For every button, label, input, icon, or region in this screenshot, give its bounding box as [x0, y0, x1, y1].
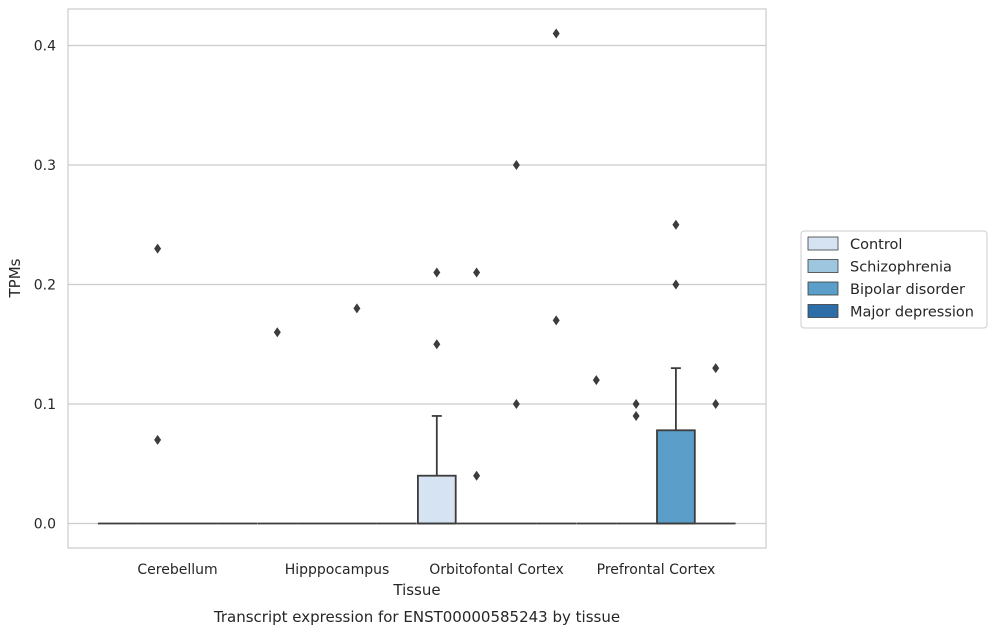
y-tick-label: 0.0: [34, 517, 56, 533]
outlier-point: [154, 434, 162, 445]
outlier-point: [512, 160, 520, 170]
outlier-point: [154, 243, 162, 254]
y-axis-ticks: 0.0 0.1 0.2 0.3 0.4: [34, 39, 56, 533]
box-control: [416, 415, 457, 525]
box-series: [97, 367, 736, 525]
outlier-point: [552, 28, 560, 39]
outlier-point: [712, 399, 720, 409]
outlier-point: [433, 339, 441, 350]
outlier-point: [592, 375, 600, 386]
outlier-point: [473, 470, 481, 481]
outlier-points: [154, 28, 720, 481]
x-axis-ticks: Cerebellum Hipppocampus Orbitofontal Corte…: [137, 562, 715, 578]
outlier-point: [552, 315, 560, 326]
chart-title: Transcript expression for ENST0000058524…: [213, 608, 620, 626]
outlier-point: [353, 303, 361, 314]
y-axis-label: TPMs: [6, 258, 24, 298]
outlier-point: [473, 267, 481, 278]
outlier-point: [672, 219, 680, 230]
legend-label: Bipolar disorder: [850, 282, 965, 298]
legend-swatch: [807, 259, 839, 273]
outlier-point: [433, 267, 441, 278]
legend-label: Major depression: [850, 305, 974, 321]
outlier-point: [512, 399, 520, 409]
legend: Control Schizophrenia Bipolar disorder Majo…: [800, 230, 988, 329]
outlier-point: [632, 399, 640, 409]
legend-label: Schizophrenia: [850, 260, 952, 276]
outlier-point: [273, 327, 281, 338]
x-axis-label: Tissue: [392, 581, 440, 599]
x-tick-label: Prefrontal Cortex: [597, 562, 716, 578]
box-body: [656, 429, 696, 525]
x-tick-label: Orbitofontal Cortex: [429, 562, 564, 578]
y-tick-label: 0.4: [34, 39, 56, 55]
box-bipolar-disorder: [656, 367, 696, 525]
box-body: [416, 474, 457, 525]
y-tick-label: 0.3: [34, 158, 56, 174]
y-tick-label: 0.1: [34, 397, 56, 413]
legend-swatch: [807, 281, 839, 296]
legend-swatch: [807, 304, 839, 318]
x-tick-label: Hipppocampus: [285, 562, 390, 578]
outlier-point: [712, 363, 720, 374]
legend-frame: [800, 230, 988, 329]
plot-frame: [67, 8, 767, 549]
outlier-point: [632, 410, 640, 421]
outlier-point: [672, 279, 680, 290]
legend-swatch: [807, 236, 839, 251]
y-tick-label: 0.2: [34, 278, 56, 294]
legend-label: Control: [850, 237, 902, 253]
x-tick-label: Cerebellum: [137, 562, 217, 578]
